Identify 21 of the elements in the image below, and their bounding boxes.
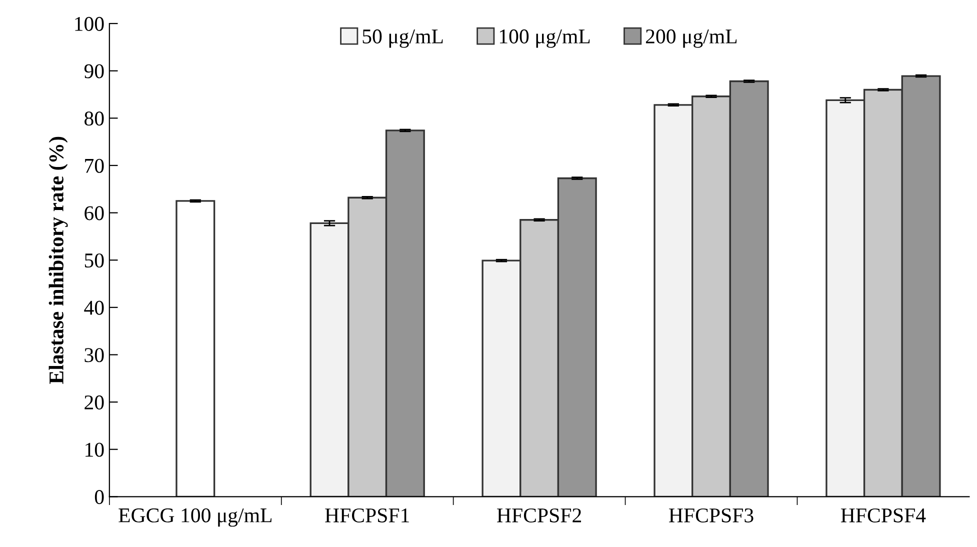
x-tick-label: EGCG 100 μg/mL	[118, 508, 272, 527]
legend-label: 50 μg/mL	[362, 29, 443, 48]
y-tick-label: 10	[86, 442, 104, 457]
x-tick-label: HFCPSF3	[669, 508, 754, 522]
y-tick-label: 100	[75, 16, 104, 31]
y-tick-label: 0	[94, 490, 104, 504]
legend-label: 200 μg/mL	[646, 29, 737, 48]
bar	[176, 200, 216, 497]
y-tick-label: 20	[84, 395, 104, 410]
y-tick-label: 60	[84, 206, 104, 220]
y-tick-label: 40	[84, 300, 104, 315]
y-axis-title: Elastase inhibitory rate (%)	[48, 136, 68, 384]
legend-label: 100 μg/mL	[500, 29, 590, 48]
y-tick-label: 50	[84, 253, 104, 268]
y-tick-label: 30	[84, 348, 104, 362]
y-tick-label: 70	[85, 158, 104, 173]
x-tick-label: HFCPSF4	[840, 508, 926, 522]
x-tick-label: HFCPSF1	[325, 508, 409, 522]
x-tick-label: HFCPSF2	[497, 508, 582, 522]
y-tick-label: 90	[84, 64, 104, 78]
y-tick-label: 80	[84, 112, 104, 126]
